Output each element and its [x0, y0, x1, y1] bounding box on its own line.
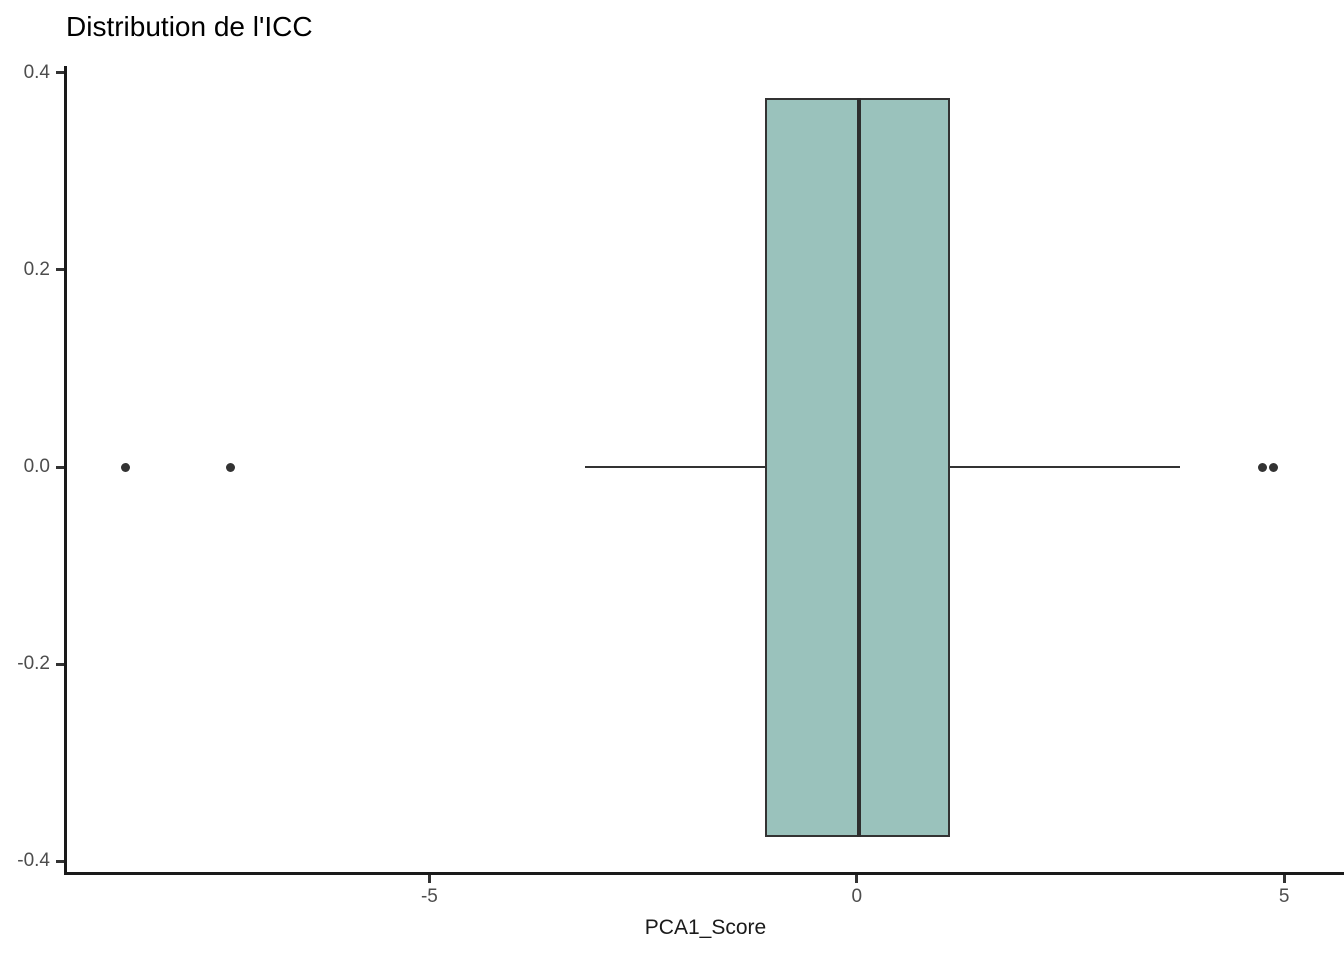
x-tick-label: 5 [1278, 886, 1290, 907]
y-tick-label: -0.4 [17, 850, 50, 872]
y-tick-mark [56, 465, 64, 469]
outlier-point [120, 462, 130, 472]
whisker-high [949, 466, 1180, 469]
outlier-point [1258, 462, 1268, 472]
outlier-point [225, 462, 235, 472]
y-tick-label: -0.2 [17, 653, 50, 675]
y-tick-mark [56, 268, 64, 272]
y-tick-label: 0.0 [23, 456, 50, 478]
y-tick-mark [56, 859, 64, 863]
y-tick-label: 0.2 [23, 258, 50, 280]
y-tick-label: 0.4 [23, 61, 50, 83]
x-tick-mark [855, 875, 859, 883]
y-tick-mark [56, 662, 64, 666]
outlier-point [1268, 462, 1278, 472]
median-line [857, 97, 862, 837]
y-tick-mark [56, 71, 64, 75]
x-tick-mark [1282, 875, 1286, 883]
x-axis-title: PCA1_Score [644, 916, 767, 939]
x-tick-label: 0 [851, 886, 863, 907]
whisker-low [584, 466, 766, 469]
chart-title: Distribution de l'ICC [66, 11, 313, 42]
x-tick-label: -5 [420, 886, 438, 907]
y-axis-line [64, 66, 67, 875]
x-axis-line [64, 872, 1344, 875]
x-tick-mark [427, 875, 431, 883]
